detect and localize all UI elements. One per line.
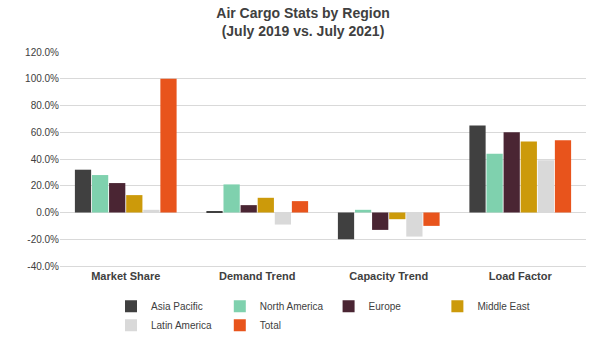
svg-text:Latin America: Latin America	[151, 320, 212, 331]
svg-text:North America: North America	[260, 301, 324, 312]
svg-text:Load Factor: Load Factor	[489, 270, 553, 282]
svg-text:40.0%: 40.0%	[31, 154, 59, 165]
svg-text:Total: Total	[260, 320, 281, 331]
svg-text:Demand Trend: Demand Trend	[219, 270, 295, 282]
svg-text:Market Share: Market Share	[91, 270, 160, 282]
svg-text:Europe: Europe	[369, 301, 402, 312]
svg-text:80.0%: 80.0%	[31, 100, 59, 111]
svg-text:100.0%: 100.0%	[25, 73, 59, 84]
svg-text:Air Cargo Stats by Region(July: Air Cargo Stats by Region(July 2019 vs. …	[216, 5, 389, 39]
svg-text:20.0%: 20.0%	[31, 180, 59, 191]
svg-text:120.0%: 120.0%	[25, 47, 59, 58]
svg-text:60.0%: 60.0%	[31, 127, 59, 138]
svg-text:0.0%: 0.0%	[36, 207, 59, 218]
svg-text:Asia Pacific: Asia Pacific	[151, 301, 203, 312]
svg-text:-40.0%: -40.0%	[27, 261, 59, 272]
svg-text:-20.0%: -20.0%	[27, 234, 59, 245]
svg-text:Middle East: Middle East	[477, 301, 529, 312]
svg-text:Capacity Trend: Capacity Trend	[349, 270, 428, 282]
